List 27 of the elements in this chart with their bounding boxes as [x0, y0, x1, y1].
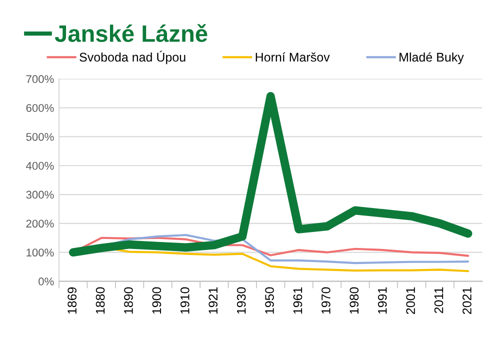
x-tick-label: 1869 — [68, 287, 76, 314]
x-tick-label: 1961 — [293, 287, 302, 314]
y-tick-label: 600% — [26, 104, 54, 112]
y-tick-label: 200% — [26, 220, 54, 228]
y-tick-label: 100% — [26, 248, 54, 256]
x-tick-label: 2001 — [406, 287, 415, 314]
x-tick-label: 2021 — [462, 287, 472, 314]
x-tick-label: 1930 — [236, 287, 246, 314]
y-tick-label: 700% — [26, 75, 54, 84]
legend-label: Mladé Buky — [400, 52, 464, 64]
x-tick-label: 1921 — [208, 287, 218, 314]
x-tick-label: 1880 — [96, 287, 105, 314]
x-tick-label: 1890 — [124, 287, 133, 314]
x-tick-label: 1970 — [322, 287, 330, 314]
x-tick-label: 1950 — [265, 287, 274, 314]
x-tick-label: 1991 — [378, 287, 387, 314]
legend-label: Horní Maršov — [256, 52, 330, 62]
x-tick-label: 2011 — [434, 287, 444, 314]
x-tick-label: 1910 — [180, 287, 190, 314]
y-tick-label: 500% — [26, 132, 54, 141]
x-tick-label: 1980 — [350, 287, 359, 314]
y-tick-label: 300% — [26, 190, 54, 199]
x-tick-label: 1900 — [152, 287, 162, 314]
y-tick-label: 400% — [26, 162, 54, 170]
y-tick-label: 0% — [38, 278, 54, 286]
legend-label: Janské Lázně — [54, 24, 208, 42]
legend-label: Svoboda nad Úpou — [80, 50, 186, 64]
